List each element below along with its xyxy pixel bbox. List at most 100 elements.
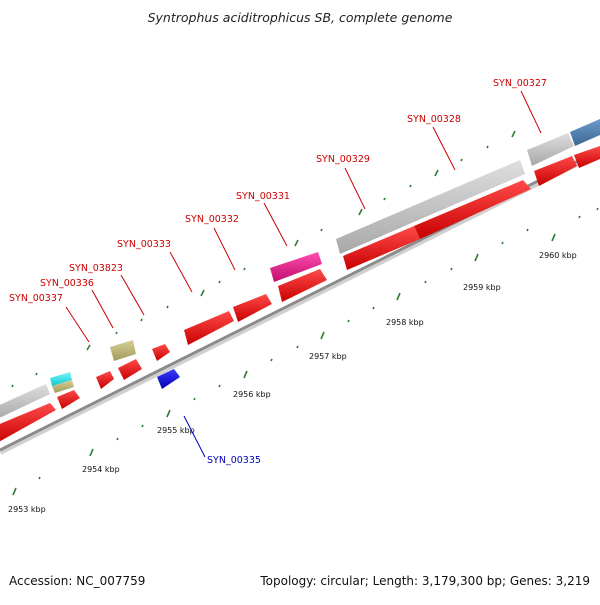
scale-label: 2959 kbp [463, 283, 501, 292]
map-title: Syntrophus aciditrophicus SB, complete g… [147, 10, 453, 25]
gene-label: SYN_00329 [316, 154, 370, 165]
tick-mark [424, 280, 427, 284]
grey-features [0, 119, 600, 418]
leader-line [91, 289, 114, 329]
tick-mark [115, 331, 118, 335]
tick-mark [294, 239, 299, 247]
gene-label: SYN_00336 [40, 278, 94, 289]
tick-mark [200, 289, 205, 297]
scale-label: 2953 kbp [8, 505, 46, 514]
genome-summary: Topology: circular; Length: 3,179,300 bp… [260, 574, 590, 588]
cds-arrow [184, 311, 234, 345]
tick-mark [38, 476, 41, 480]
tick-mark [243, 267, 246, 271]
grey-feature [0, 384, 50, 418]
tick-mark [578, 215, 581, 219]
khaki-feature [110, 340, 136, 361]
cyan-feature [50, 372, 72, 386]
tick-mark [383, 197, 386, 201]
scale-label: 2958 kbp [386, 318, 424, 327]
scale-labels: 2953 kbp 2954 kbp 2955 kbp 2956 kbp 2957… [8, 251, 577, 514]
cds-arrow [152, 344, 170, 361]
cds-arrow [57, 390, 80, 409]
tick-mark [11, 384, 14, 388]
gene-label: SYN_00333 [117, 239, 171, 250]
leader-line [520, 90, 542, 134]
tick-mark [551, 233, 556, 242]
khaki-feature [52, 380, 74, 393]
gene-label: SYN_00332 [185, 214, 239, 225]
tick-mark [501, 241, 504, 245]
leader-line [169, 251, 193, 293]
label-leaders [65, 90, 542, 458]
tick-mark [372, 306, 375, 310]
accession-text: Accession: NC_007759 [9, 574, 146, 588]
leader-line [183, 415, 206, 458]
leader-line [65, 306, 90, 343]
tick-mark [526, 228, 529, 232]
cds-arrow [118, 359, 142, 380]
tick-row-lower [12, 207, 599, 496]
cds-arrow [574, 146, 600, 168]
tick-mark [243, 370, 248, 379]
gene-label: SYN_00328 [407, 114, 461, 125]
tick-mark [434, 169, 439, 177]
tick-mark [486, 145, 489, 149]
cds-arrow [0, 403, 56, 442]
gene-label: SYN_00331 [236, 191, 290, 202]
cds-arrow [534, 156, 577, 186]
steelblue-feature [570, 119, 600, 146]
colored-features [50, 252, 322, 393]
tick-mark [166, 305, 169, 309]
tick-mark [296, 345, 299, 349]
gene-labels: SYN_00337 SYN_00336 SYN_03823 SYN_00333 … [9, 78, 547, 466]
tick-mark [140, 318, 143, 322]
cds-arrow [278, 269, 327, 302]
gene-label: SYN_00335 [207, 455, 261, 466]
tick-mark [511, 130, 516, 138]
cds-arrow [233, 294, 272, 322]
tick-mark [358, 208, 363, 216]
tick-row-upper [11, 130, 516, 388]
scale-label: 2954 kbp [82, 465, 120, 474]
tick-mark [320, 331, 325, 340]
tick-mark [474, 253, 479, 262]
scale-label: 2960 kbp [539, 251, 577, 260]
tick-mark [35, 372, 38, 376]
leader-line [120, 274, 145, 316]
leader-line [344, 167, 366, 210]
leader-line [263, 202, 288, 247]
cds-arrow [343, 226, 420, 270]
tick-mark [396, 292, 401, 301]
cds-arrow [414, 180, 531, 239]
tick-mark [409, 184, 412, 188]
tick-mark [450, 267, 453, 271]
scale-label: 2956 kbp [233, 390, 271, 399]
gene-label: SYN_00327 [493, 78, 547, 89]
cds-features [0, 146, 600, 442]
tick-mark [89, 448, 94, 457]
scale-label: 2957 kbp [309, 352, 347, 361]
scale-label: 2955 kbp [157, 426, 195, 435]
tick-mark [218, 384, 221, 388]
tick-mark [193, 397, 196, 401]
cds-arrow-reverse [157, 369, 180, 389]
grey-feature [336, 160, 525, 254]
tick-mark [218, 280, 221, 284]
leader-line [432, 126, 456, 171]
tick-mark [166, 409, 171, 418]
gene-label: SYN_03823 [69, 263, 123, 274]
tick-mark [270, 358, 273, 362]
tick-mark [116, 437, 119, 441]
tick-mark [460, 158, 463, 162]
cds-arrow [96, 371, 114, 389]
tick-mark [347, 319, 350, 323]
tick-mark [141, 424, 144, 428]
grey-feature [527, 133, 574, 166]
tick-mark [596, 207, 599, 211]
tick-mark [320, 228, 323, 232]
leader-line [213, 227, 236, 271]
magenta-feature [270, 252, 322, 282]
